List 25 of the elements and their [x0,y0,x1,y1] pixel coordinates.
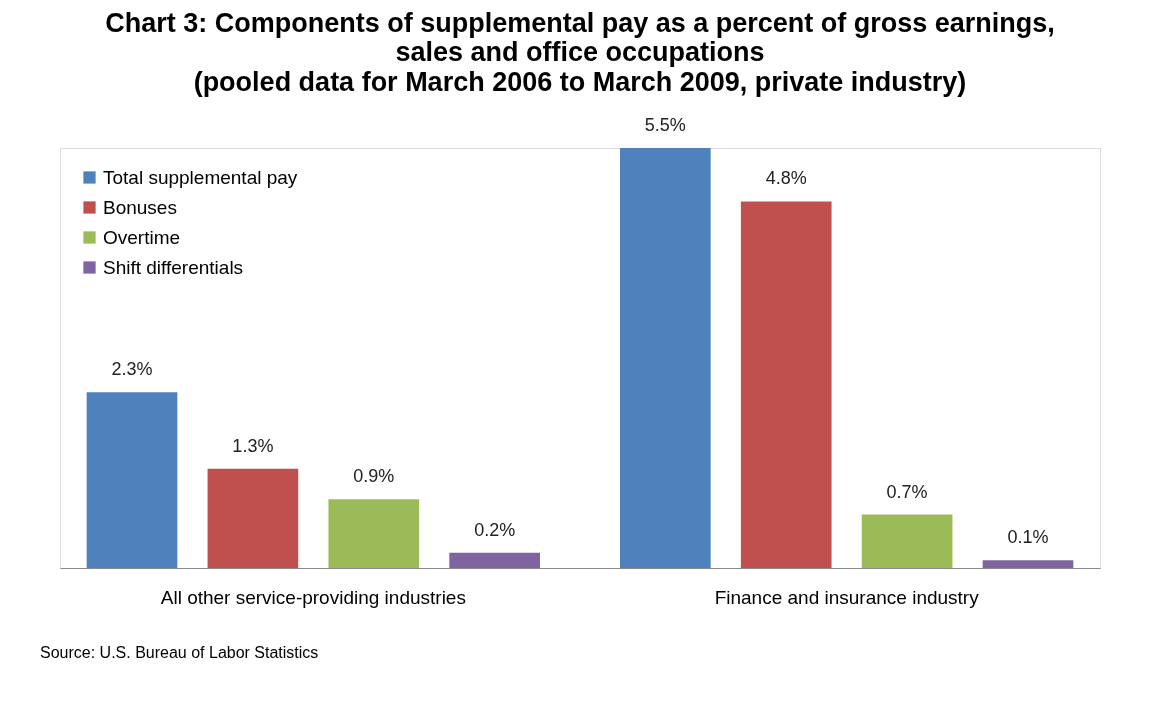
data-label: 0.7% [886,481,928,502]
data-label: 4.8% [765,168,807,189]
bar [86,392,178,568]
legend-label: Shift differentials [103,256,244,278]
bar [207,468,299,568]
bar [861,514,953,568]
chart-subtitle: (pooled data for March 2006 to March 2009, private industry) [193,67,967,97]
legend-label: Total supplemental pay [103,166,298,188]
bar [740,201,832,568]
bar [620,148,711,568]
data-label: 1.3% [232,435,274,456]
data-label: 0.1% [1007,527,1049,548]
x-tick-label: Finance and insurance industry [714,586,980,608]
bar [449,552,540,568]
bar [328,499,420,568]
chart-title: Chart 3: Components of supplemental pay as a percent of gross earnings, sales and office occupations [105,8,1055,67]
legend-label: Bonuses [103,196,177,218]
data-label: 0.9% [353,466,395,487]
x-tick-label: All other service-providing industries [160,586,466,608]
bar [982,560,1074,568]
data-label: 5.5% [644,115,686,135]
data-label: 0.2% [474,519,516,540]
legend-label: Overtime [103,226,181,248]
source-note: Source: U.S. Bureau of Labor Statistics [40,644,319,661]
data-label: 2.3% [111,359,153,380]
